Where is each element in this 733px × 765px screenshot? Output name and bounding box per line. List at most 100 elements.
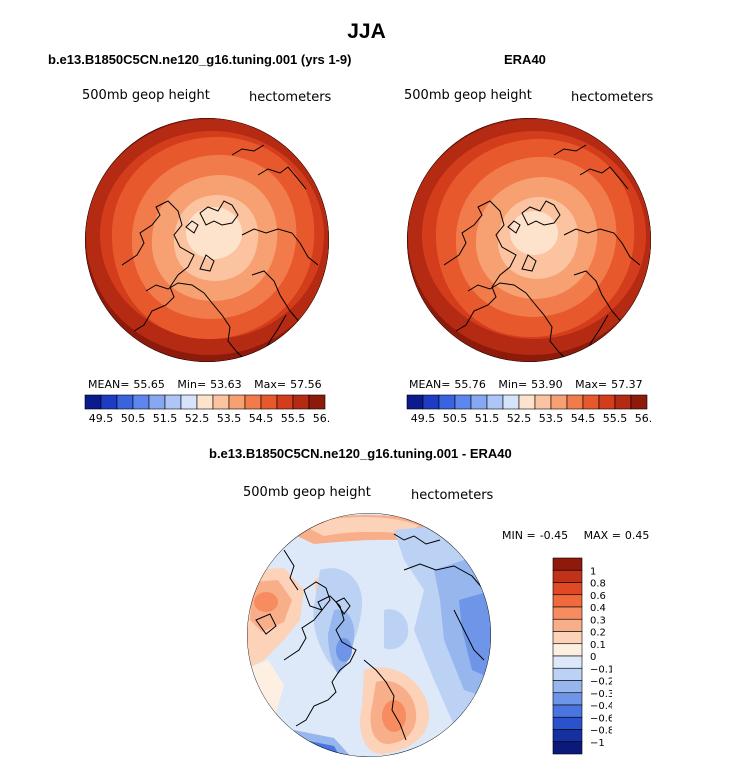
stats-difference: MIN = -0.45 MAX = 0.45 <box>502 529 658 542</box>
colorbar-tick-label: 0.1 <box>590 640 606 651</box>
polar-map-model <box>85 118 329 362</box>
stats-model: MEAN= 55.65 Min= 53.63 Max= 57.56 <box>88 378 331 391</box>
colorbar-tick-label: 56.5 <box>635 412 651 424</box>
colorbar-tick-label: 56.5 <box>313 412 329 424</box>
colorbar-tick-label: 0.3 <box>590 615 606 626</box>
colorbar-box <box>228 394 246 410</box>
colorbar-box <box>552 569 583 583</box>
colorbar-box <box>100 394 118 410</box>
colorbar-tick-label: 50.5 <box>121 412 146 424</box>
max-value: 57.37 <box>611 378 643 391</box>
colorbar-box <box>292 394 310 410</box>
colorbar-box <box>566 394 584 410</box>
polar-map-era40 <box>407 118 651 362</box>
colorbar-box <box>614 394 632 410</box>
colorbar-tick-label: −0.3 <box>590 689 612 700</box>
colorbar-box <box>550 394 568 410</box>
max-value: 57.56 <box>290 378 322 391</box>
colorbar-tick-label: 1 <box>590 566 596 577</box>
variable-label-difference: 500mb geop height <box>243 485 371 500</box>
colorbar-box <box>406 394 424 410</box>
colorbar-box <box>422 394 440 410</box>
mean-value: 55.76 <box>454 378 486 391</box>
units-label-model: hectometers <box>249 90 332 105</box>
min-label: Min= <box>177 378 207 391</box>
colorbar-box <box>244 394 262 410</box>
colorbar-era40: 49.5 50.5 51.5 52.5 53.5 54.5 55.5 56.5 <box>406 394 651 424</box>
colorbar-box <box>552 704 583 718</box>
colorbar-box <box>534 394 552 410</box>
colorbar-box <box>132 394 150 410</box>
colorbar-box <box>552 594 583 608</box>
colorbar-box <box>630 394 648 410</box>
colorbar-model: 49.5 50.5 51.5 52.5 53.5 54.5 55.5 56.5 <box>84 394 329 424</box>
colorbar-box <box>582 394 600 410</box>
colorbar-tick-label: −0.1 <box>590 664 612 675</box>
colorbar-box <box>598 394 616 410</box>
colorbar-tick-label: 50.5 <box>443 412 468 424</box>
colorbar-box <box>552 631 583 645</box>
colorbar-tick-label: 55.5 <box>603 412 628 424</box>
colorbar-box <box>552 667 583 681</box>
min-value: 53.90 <box>531 378 563 391</box>
colorbar-tick-label: 53.5 <box>217 412 242 424</box>
colorbar-tick-label: 0.8 <box>590 579 606 590</box>
panel-title-difference: b.e13.B1850C5CN.ne120_g16.tuning.001 - E… <box>209 446 512 461</box>
min-value: -0.45 <box>539 529 569 542</box>
colorbar-tick-label: −0.4 <box>590 701 612 712</box>
units-label-era40: hectometers <box>571 90 654 105</box>
colorbar-tick-label: 0 <box>590 652 596 663</box>
colorbar-box <box>552 741 583 755</box>
max-value: 0.45 <box>624 529 650 542</box>
colorbar-box <box>552 618 583 632</box>
colorbar-tick-label: 52.5 <box>507 412 532 424</box>
polar-map-difference <box>247 513 491 757</box>
panel-title-model: b.e13.B1850C5CN.ne120_g16.tuning.001 (yr… <box>48 52 352 67</box>
colorbar-box <box>212 394 230 410</box>
colorbar-tick-label: 55.5 <box>281 412 306 424</box>
colorbar-box <box>454 394 472 410</box>
colorbar-box <box>552 716 583 730</box>
colorbar-box <box>164 394 182 410</box>
colorbar-box <box>116 394 134 410</box>
colorbar-box <box>552 692 583 706</box>
colorbar-box <box>552 729 583 743</box>
colorbar-tick-label: 54.5 <box>571 412 596 424</box>
colorbar-box <box>552 582 583 596</box>
colorbar-tick-label: 51.5 <box>475 412 500 424</box>
max-label: Max= <box>575 378 608 391</box>
mean-label: MEAN= <box>409 378 451 391</box>
colorbar-box <box>308 394 326 410</box>
mean-value: 55.65 <box>133 378 165 391</box>
colorbar-box <box>552 655 583 669</box>
figure-title: JJA <box>347 20 386 43</box>
colorbar-box <box>552 643 583 657</box>
colorbar-tick-label: 0.4 <box>590 603 606 614</box>
panel-title-era40: ERA40 <box>504 52 546 67</box>
min-label: Min= <box>498 378 528 391</box>
colorbar-tick-label: 51.5 <box>153 412 178 424</box>
colorbar-tick-label: −0.6 <box>590 713 612 724</box>
units-label-difference: hectometers <box>411 488 494 503</box>
colorbar-tick-label: 49.5 <box>89 412 114 424</box>
min-label: MIN = <box>502 529 536 542</box>
colorbar-box <box>552 557 583 571</box>
colorbar-tick-label: 54.5 <box>249 412 274 424</box>
min-value: 53.63 <box>210 378 242 391</box>
variable-label-era40: 500mb geop height <box>404 88 532 103</box>
max-label: Max= <box>254 378 287 391</box>
colorbar-tick-label: 49.5 <box>411 412 436 424</box>
colorbar-box <box>552 680 583 694</box>
colorbar-tick-label: 0.6 <box>590 591 606 602</box>
colorbar-box <box>438 394 456 410</box>
colorbar-tick-label: −0.2 <box>590 677 612 688</box>
colorbar-box <box>470 394 488 410</box>
colorbar-tick-label: 53.5 <box>539 412 564 424</box>
mean-label: MEAN= <box>88 378 130 391</box>
max-label: MAX = <box>583 529 621 542</box>
colorbar-box <box>260 394 278 410</box>
stats-era40: MEAN= 55.76 Min= 53.90 Max= 57.37 <box>409 378 652 391</box>
colorbar-tick-label: −0.8 <box>590 726 612 737</box>
variable-label-model: 500mb geop height <box>82 88 210 103</box>
colorbar-box <box>276 394 294 410</box>
